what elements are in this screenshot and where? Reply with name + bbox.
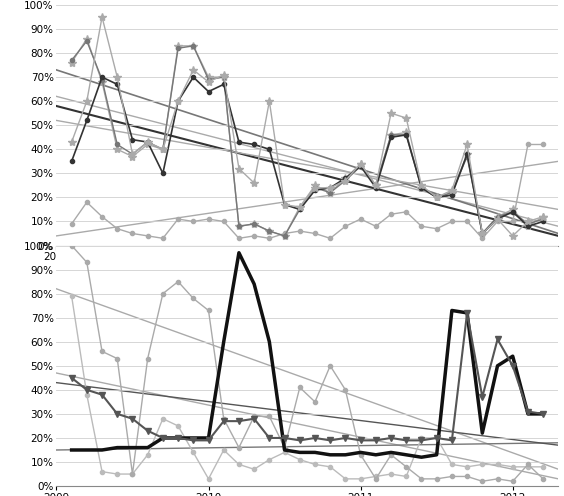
Legend: TNO, Afvalzorg, EPER France, SWANA Zero, SWANA Simple First: TNO, Afvalzorg, EPER France, SWANA Zero,… — [85, 294, 530, 304]
